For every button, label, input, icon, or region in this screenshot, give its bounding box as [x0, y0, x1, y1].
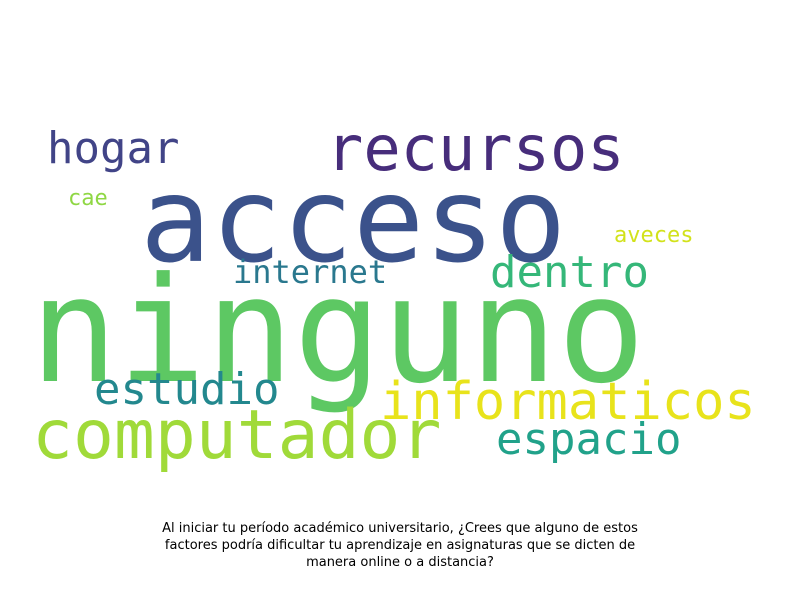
word-cae: cae: [68, 186, 108, 211]
word-acceso: acceso: [140, 151, 567, 289]
word-aveces: aveces: [614, 223, 694, 248]
word-estudio: estudio: [94, 364, 280, 415]
word-ninguno: ninguno: [30, 246, 646, 416]
word-dentro: dentro: [490, 247, 649, 298]
word-computador: computador: [32, 396, 442, 475]
word-internet: internet: [233, 253, 388, 291]
question-caption: Al iniciar tu período académico universi…: [162, 521, 638, 570]
word-informaticos: informaticos: [380, 372, 756, 432]
word-recursos: recursos: [326, 112, 625, 185]
word-hogar: hogar: [47, 123, 180, 174]
word-espacio: espacio: [496, 414, 682, 465]
